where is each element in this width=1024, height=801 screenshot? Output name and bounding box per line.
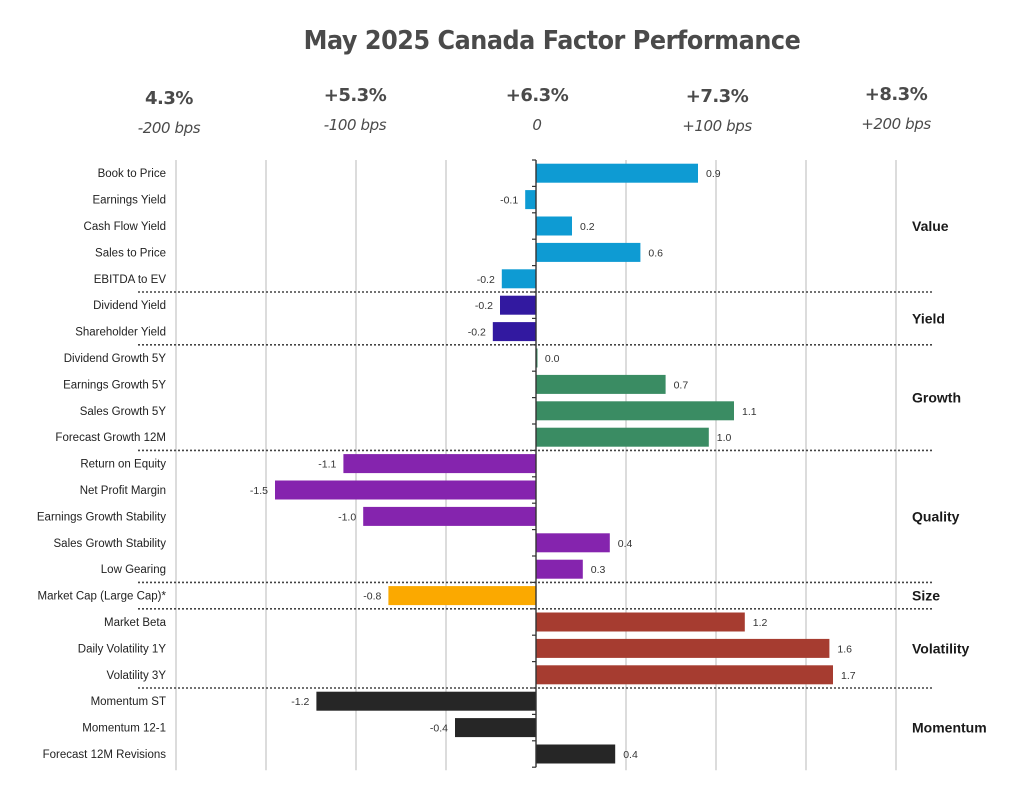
bar bbox=[343, 454, 536, 474]
category-label: Forecast 12M Revisions bbox=[43, 749, 167, 761]
top-scale-pct: +5.3% bbox=[323, 85, 387, 106]
data-label: -0.2 bbox=[477, 274, 495, 286]
category-label: Earnings Growth Stability bbox=[37, 511, 166, 523]
data-label: 1.2 bbox=[753, 617, 768, 629]
category-label: EBITDA to EV bbox=[94, 274, 167, 286]
bar bbox=[536, 638, 830, 658]
data-label: -1.0 bbox=[338, 511, 356, 523]
top-scale-col-0: 4.3% -200 bps bbox=[89, 88, 249, 137]
category-label: Sales Growth 5Y bbox=[80, 406, 167, 418]
top-scale-pct: +8.3% bbox=[864, 84, 928, 105]
top-scale-col-2: +6.3% 0 bbox=[457, 85, 617, 134]
category-label: Market Beta bbox=[104, 617, 167, 629]
bar bbox=[363, 506, 536, 526]
top-scale-bps: -100 bps bbox=[323, 116, 387, 134]
data-label: 0.4 bbox=[623, 749, 638, 761]
bar bbox=[536, 374, 666, 394]
data-label: -1.5 bbox=[250, 485, 268, 497]
bar bbox=[455, 718, 536, 738]
bar bbox=[500, 295, 536, 315]
top-scale-bps: 0 bbox=[532, 116, 542, 134]
data-label: 0.7 bbox=[674, 379, 689, 391]
group-label: Growth bbox=[912, 390, 961, 406]
bar bbox=[536, 533, 610, 553]
category-label: Net Profit Margin bbox=[80, 485, 166, 497]
top-scale-bps: +200 bps bbox=[861, 115, 931, 133]
data-label: -1.1 bbox=[318, 459, 336, 471]
group-label: Size bbox=[912, 588, 940, 604]
bar bbox=[501, 269, 536, 289]
top-scale-col-3: +7.3% +100 bps bbox=[637, 86, 797, 135]
bar bbox=[275, 480, 536, 500]
category-label: Shareholder Yield bbox=[75, 327, 166, 339]
bar bbox=[388, 586, 536, 606]
data-label: 0.3 bbox=[591, 564, 606, 576]
category-label: Forecast Growth 12M bbox=[55, 432, 166, 444]
top-scale-col-4: +8.3% +200 bps bbox=[816, 84, 976, 133]
category-label: Dividend Growth 5Y bbox=[64, 353, 167, 365]
data-label: 1.6 bbox=[837, 643, 852, 655]
data-label: -0.8 bbox=[363, 591, 381, 603]
bar bbox=[536, 163, 698, 183]
top-scale-pct: 4.3% bbox=[145, 88, 193, 109]
bar bbox=[525, 190, 536, 210]
category-label: Earnings Growth 5Y bbox=[63, 379, 166, 391]
bar bbox=[536, 744, 616, 764]
data-label: 1.1 bbox=[742, 406, 757, 418]
category-label: Book to Price bbox=[98, 168, 166, 180]
category-label: Daily Volatility 1Y bbox=[78, 643, 167, 655]
category-label: Momentum ST bbox=[91, 696, 166, 708]
group-label: Momentum bbox=[912, 720, 987, 736]
bar bbox=[316, 691, 536, 711]
category-label: Return on Equity bbox=[80, 459, 166, 471]
top-scale-pct: +7.3% bbox=[685, 86, 749, 107]
bar bbox=[536, 242, 641, 262]
category-label: Market Cap (Large Cap)* bbox=[38, 591, 167, 603]
category-label: Cash Flow Yield bbox=[84, 221, 166, 233]
category-label: Sales Growth Stability bbox=[54, 538, 167, 550]
category-label: Volatility 3Y bbox=[107, 670, 167, 682]
bar bbox=[536, 665, 833, 685]
top-scale-bps: -200 bps bbox=[137, 119, 201, 137]
bar bbox=[536, 559, 583, 579]
category-label: Dividend Yield bbox=[93, 300, 166, 312]
data-label: 1.0 bbox=[717, 432, 732, 444]
bar bbox=[536, 216, 572, 236]
group-label: Volatility bbox=[912, 640, 970, 656]
category-label: Sales to Price bbox=[95, 247, 166, 259]
data-label: -0.2 bbox=[475, 300, 493, 312]
top-scale-bps: +100 bps bbox=[682, 117, 752, 135]
data-label: -0.1 bbox=[500, 195, 518, 207]
data-label: 0.2 bbox=[580, 221, 595, 233]
data-label: -1.2 bbox=[291, 696, 309, 708]
bar bbox=[492, 322, 536, 342]
data-label: 0.9 bbox=[706, 168, 721, 180]
category-label: Momentum 12-1 bbox=[82, 723, 166, 735]
category-label: Low Gearing bbox=[101, 564, 166, 576]
data-label: -0.4 bbox=[430, 723, 448, 735]
top-scale-col-1: +5.3% -100 bps bbox=[275, 85, 435, 134]
group-label: Value bbox=[912, 218, 949, 234]
group-label: Yield bbox=[912, 310, 945, 326]
bar bbox=[536, 401, 734, 421]
data-label: 0.6 bbox=[648, 247, 663, 259]
top-scale-pct: +6.3% bbox=[505, 85, 569, 106]
data-label: -0.2 bbox=[468, 327, 486, 339]
bar bbox=[536, 348, 538, 368]
category-label: Earnings Yield bbox=[92, 195, 166, 207]
group-label: Quality bbox=[912, 508, 960, 524]
bar bbox=[536, 612, 745, 632]
bar bbox=[536, 427, 709, 447]
data-label: 0.4 bbox=[618, 538, 633, 550]
data-label: 0.0 bbox=[545, 353, 560, 365]
data-label: 1.7 bbox=[841, 670, 856, 682]
chart-title: May 2025 Canada Factor Performance bbox=[303, 26, 801, 56]
